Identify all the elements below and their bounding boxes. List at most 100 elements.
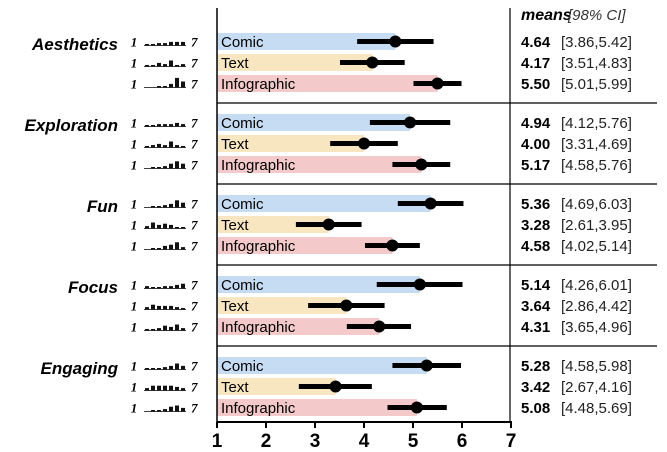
hist-bar-fun-text-7: [181, 227, 185, 229]
hist-bar-fun-comic-5: [169, 203, 173, 208]
hist-bar-focus-infographic-5: [169, 326, 173, 331]
hist-bar-fun-text-3: [157, 224, 161, 229]
hist-scale-min-aesthetics-text: 1: [131, 56, 138, 71]
group-label-focus: Focus: [68, 278, 118, 297]
hist-scale-min-aesthetics-infographic: 1: [131, 77, 138, 92]
hist-bar-aesthetics-infographic-4: [163, 86, 167, 88]
bar-aesthetics-infographic: [217, 75, 438, 92]
hist-bar-focus-infographic-7: [181, 328, 185, 331]
mean-value-engaging-infographic: 5.08: [521, 400, 550, 417]
hist-bar-exploration-comic-2: [151, 125, 155, 127]
bar-label-engaging-infographic: Infographic: [221, 400, 296, 417]
hist-bar-exploration-infographic-5: [169, 163, 173, 169]
hist-bar-exploration-infographic-2: [151, 167, 155, 169]
ci-value-focus-comic: [4.26,6.01]: [561, 277, 632, 294]
bar-engaging-text: [217, 378, 336, 395]
bar-fun-text: [217, 216, 329, 233]
bar-focus-comic: [217, 276, 420, 293]
hist-bar-fun-text-5: [169, 224, 173, 229]
mean-value-fun-comic: 5.36: [521, 196, 550, 213]
hist-bar-aesthetics-comic-1: [145, 44, 149, 46]
bar-aesthetics-text: [217, 54, 373, 71]
bar-label-focus-infographic: Infographic: [221, 319, 296, 336]
hist-bar-focus-comic-5: [169, 286, 173, 289]
hist-scale-max-fun-infographic: 7: [191, 239, 198, 254]
hist-bar-focus-comic-7: [181, 283, 185, 289]
hist-bar-engaging-text-6: [175, 386, 179, 391]
hist-bar-engaging-infographic-7: [181, 407, 185, 412]
bar-focus-text: [217, 297, 347, 314]
hist-scale-min-fun-text: 1: [131, 218, 138, 233]
hist-bar-aesthetics-infographic-6: [175, 77, 179, 88]
hist-scale-min-focus-infographic: 1: [131, 320, 138, 335]
hist-scale-max-aesthetics-text: 7: [191, 56, 198, 71]
group-label-exploration: Exploration: [24, 116, 118, 135]
mean-value-engaging-text: 3.42: [521, 379, 550, 396]
x-tick-label-5: 5: [408, 431, 419, 452]
mean-point-engaging-comic: [420, 359, 433, 372]
hist-bar-engaging-comic-5: [169, 365, 173, 370]
hist-bar-exploration-infographic-3: [157, 167, 161, 169]
hist-scale-min-engaging-text: 1: [131, 380, 138, 395]
hist-bar-aesthetics-text-1: [145, 65, 149, 67]
hist-scale-max-exploration-comic: 7: [191, 116, 198, 131]
hist-scale-max-exploration-infographic: 7: [191, 158, 198, 173]
hist-bar-engaging-comic-4: [163, 367, 167, 370]
hist-bar-fun-comic-4: [163, 205, 167, 208]
bar-label-engaging-comic: Comic: [221, 358, 264, 375]
hist-bar-fun-infographic-4: [163, 245, 167, 250]
mean-point-aesthetics-comic: [389, 35, 402, 48]
mean-value-aesthetics-comic: 4.64: [521, 34, 551, 51]
hist-bar-fun-infographic-2: [151, 248, 155, 250]
hist-scale-max-engaging-comic: 7: [191, 359, 198, 374]
bar-engaging-comic: [217, 357, 427, 374]
hist-bar-fun-comic-3: [157, 206, 161, 208]
hist-bar-engaging-text-4: [163, 385, 167, 391]
hist-bar-aesthetics-infographic-7: [181, 81, 185, 88]
hist-bar-exploration-text-7: [181, 146, 185, 148]
mean-point-focus-text: [340, 299, 353, 312]
hist-bar-focus-comic-1: [145, 286, 149, 289]
mean-value-focus-comic: 5.14: [521, 277, 551, 294]
hist-bar-fun-comic-2: [151, 206, 155, 208]
hist-bar-exploration-comic-1: [145, 125, 149, 127]
group-label-aesthetics: Aesthetics: [31, 35, 118, 54]
hist-scale-max-focus-text: 7: [191, 299, 198, 314]
bar-label-exploration-infographic: Infographic: [221, 157, 296, 174]
hist-bar-engaging-text-2: [151, 385, 155, 391]
hist-bar-engaging-infographic-6: [175, 405, 179, 412]
ci-value-aesthetics-text: [3.51,4.83]: [561, 55, 632, 72]
hist-scale-max-engaging-text: 7: [191, 380, 198, 395]
hist-bar-engaging-text-1: [145, 388, 149, 391]
hist-bar-engaging-comic-1: [145, 368, 149, 370]
hist-scale-max-exploration-text: 7: [191, 137, 198, 152]
mean-point-fun-text: [322, 218, 335, 231]
mean-point-aesthetics-text: [366, 56, 379, 69]
ci-value-fun-infographic: [4.02,5.14]: [561, 238, 632, 255]
hist-bar-focus-text-2: [151, 304, 155, 310]
mean-value-fun-infographic: 4.58: [521, 238, 550, 255]
hist-bar-exploration-text-4: [163, 145, 167, 148]
hist-bar-fun-infographic-5: [169, 244, 173, 250]
hist-scale-min-aesthetics-comic: 1: [131, 35, 138, 50]
hist-bar-fun-text-4: [163, 223, 167, 229]
bar-exploration-comic: [217, 114, 411, 131]
hist-scale-max-focus-comic: 7: [191, 278, 198, 293]
bar-label-engaging-text: Text: [221, 379, 249, 396]
bar-exploration-infographic: [217, 156, 422, 173]
mean-point-exploration-infographic: [415, 158, 428, 171]
hist-bar-fun-comic-6: [175, 200, 179, 208]
hist-bar-focus-text-3: [157, 305, 161, 310]
hist-scale-min-focus-comic: 1: [131, 278, 138, 293]
hist-bar-exploration-text-6: [175, 145, 179, 148]
mean-value-focus-infographic: 4.31: [521, 319, 550, 336]
hist-scale-max-aesthetics-infographic: 7: [191, 77, 198, 92]
hist-bar-exploration-infographic-6: [175, 161, 179, 169]
ci-value-exploration-text: [3.31,4.69]: [561, 136, 632, 153]
axis-layer: 1 2 3 4 5 6 7: [212, 8, 657, 452]
hist-scale-min-engaging-infographic: 1: [131, 401, 138, 416]
x-tick-label-3: 3: [310, 431, 321, 452]
hist-scale-max-focus-infographic: 7: [191, 320, 198, 335]
hist-bar-aesthetics-infographic-5: [169, 83, 173, 88]
